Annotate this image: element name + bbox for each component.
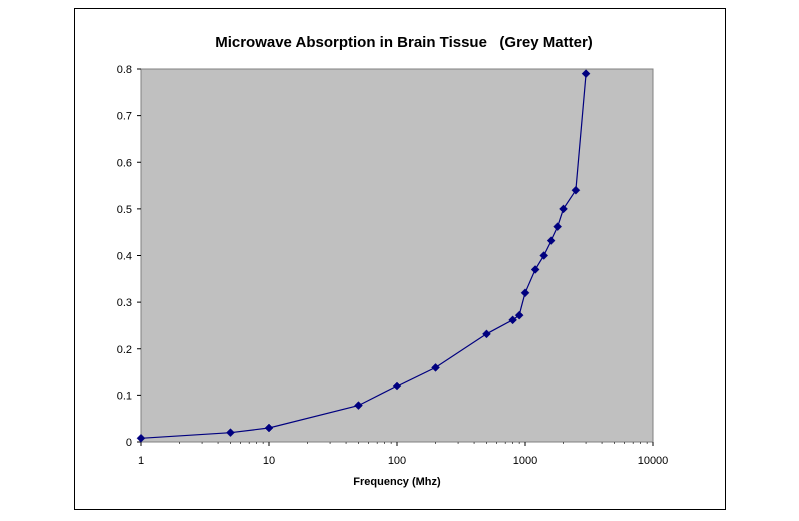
y-tick-label: 0.8 bbox=[117, 64, 132, 76]
data-point bbox=[559, 204, 568, 214]
x-tick-label: 100 bbox=[388, 455, 406, 467]
data-point bbox=[581, 69, 591, 79]
y-tick-label: 0.1 bbox=[117, 390, 132, 402]
y-tick-label: 0.5 bbox=[117, 204, 132, 216]
y-axis: 0 0.1 0.2 0.3 0.4 0.5 0.6 0.7 0.8 bbox=[117, 64, 141, 449]
data-point bbox=[520, 288, 530, 298]
data-point bbox=[482, 329, 491, 339]
y-tick-label: 0.2 bbox=[117, 344, 132, 356]
data-point bbox=[553, 222, 563, 231]
data-point bbox=[530, 265, 540, 274]
x-tick-label: 1 bbox=[138, 455, 144, 467]
x-tick-label: 1000 bbox=[513, 455, 537, 467]
plot-area bbox=[140, 68, 654, 443]
data-point bbox=[514, 310, 524, 320]
chart-frame: Microwave Absorption in Brain Tissue (Gr… bbox=[74, 8, 726, 510]
data-point bbox=[508, 315, 517, 325]
x-tick-label: 10 bbox=[263, 455, 275, 467]
data-point bbox=[226, 428, 235, 438]
y-tick-label: 0 bbox=[126, 437, 132, 449]
chart-svg: Microwave Absorption in Brain Tissue (Gr… bbox=[117, 34, 669, 488]
data-point bbox=[354, 401, 363, 410]
data-point bbox=[546, 236, 556, 245]
x-axis-label: Frequency (Mhz) bbox=[353, 476, 441, 488]
y-tick-label: 0.6 bbox=[117, 157, 132, 169]
x-tick-label: 10000 bbox=[638, 455, 669, 467]
data-point bbox=[136, 433, 146, 443]
data-point bbox=[571, 185, 581, 195]
y-tick-label: 0.3 bbox=[117, 297, 132, 309]
data-point bbox=[264, 423, 274, 433]
data-point bbox=[431, 363, 440, 372]
y-tick-label: 0.4 bbox=[117, 251, 132, 263]
chart-title: Microwave Absorption in Brain Tissue (Gr… bbox=[215, 34, 593, 51]
y-tick-label: 0.7 bbox=[117, 111, 132, 123]
x-axis: 1 10 100 1000 10000 bbox=[138, 442, 668, 467]
data-point bbox=[539, 251, 549, 260]
data-point bbox=[392, 381, 402, 391]
series-layer bbox=[136, 69, 591, 443]
